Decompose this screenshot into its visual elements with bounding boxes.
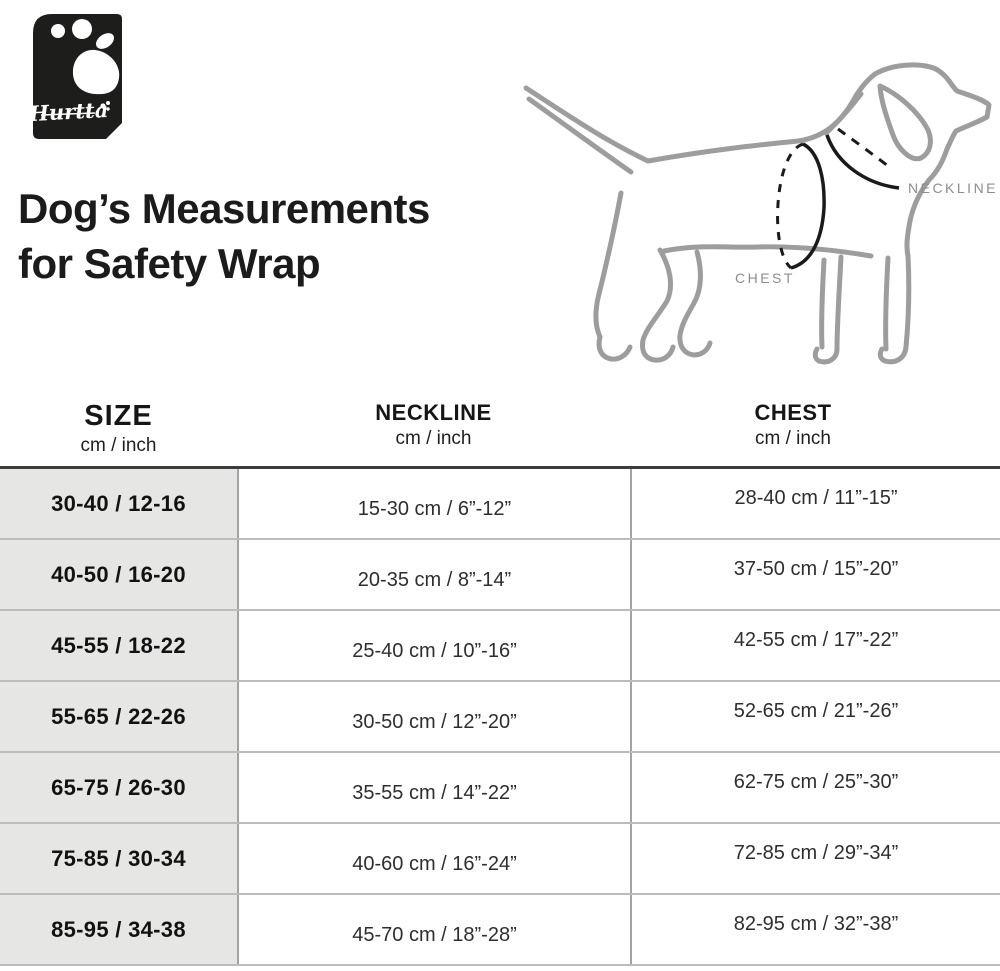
header-size-unit: cm / inch [80, 435, 157, 456]
logo-brand-text: Hurtta [33, 97, 109, 126]
page-title: Dog’s Measurements for Safety Wrap [18, 182, 518, 291]
cell-neckline-value: 30-50 cm / 12”-20” [352, 711, 517, 733]
cell-neckline: 20-35 cm / 8”-14” [237, 540, 630, 609]
cell-neckline: 35-55 cm / 14”-22” [237, 753, 630, 822]
chest-label: CHEST [735, 270, 795, 286]
header-chest-unit: cm / inch [754, 428, 832, 449]
cell-size: 75-85 / 30-34 [0, 824, 237, 893]
cell-neckline-value: 45-70 cm / 18”-28” [352, 924, 517, 946]
cell-chest-value: 37-50 cm / 15”-20” [733, 558, 899, 580]
cell-size-value: 65-75 / 26-30 [51, 774, 186, 800]
cell-size-value: 40-50 / 16-20 [51, 561, 186, 587]
cell-size-value: 85-95 / 34-38 [51, 916, 186, 942]
cell-size-value: 45-55 / 18-22 [51, 632, 186, 658]
cell-chest-value: 52-65 cm / 21”-26” [733, 700, 899, 722]
table-row: 85-95 / 34-38 45-70 cm / 18”-28” 82-95 cm … [0, 895, 1000, 966]
cell-size: 40-50 / 16-20 [0, 540, 237, 609]
header-neckline-unit: cm / inch [395, 428, 472, 449]
cell-size-value: 30-40 / 12-16 [51, 490, 186, 516]
page-title-line1: Dog’s Measurements [18, 185, 430, 232]
header-chest-label: CHEST [754, 400, 832, 425]
cell-chest-value: 72-85 cm / 29”-34” [733, 842, 899, 864]
chest-measure-mark [776, 142, 826, 270]
cell-size: 85-95 / 34-38 [0, 895, 237, 964]
cell-size: 55-65 / 22-26 [0, 682, 237, 751]
dog-diagram [500, 0, 1000, 400]
cell-chest-value: 28-40 cm / 11”-15” [734, 487, 898, 509]
header-chest: CHEST cm / inch [608, 400, 978, 457]
cell-chest: 82-95 cm / 32”-38” [630, 895, 1000, 964]
neckline-label: NECKLINE [908, 180, 999, 196]
cell-chest: 52-65 cm / 21”-26” [630, 682, 1000, 751]
table-row: 30-40 / 12-16 15-30 cm / 6”-12” 28-40 cm /… [0, 469, 1000, 540]
page-title-line2: for Safety Wrap [18, 239, 321, 287]
cell-size: 65-75 / 26-30 [0, 753, 237, 822]
cell-neckline: 45-70 cm / 18”-28” [237, 895, 630, 964]
table-row: 45-55 / 18-22 25-40 cm / 10”-16” 42-55 cm … [0, 611, 1000, 682]
cell-neckline-value: 40-60 cm / 16”-24” [352, 853, 517, 875]
cell-chest: 62-75 cm / 25”-30” [630, 753, 1000, 822]
cell-size-value: 75-85 / 30-34 [51, 845, 186, 871]
table-body: 30-40 / 12-16 15-30 cm / 6”-12” 28-40 cm /… [0, 466, 1000, 966]
header-size: SIZE cm / inch [0, 400, 237, 457]
cell-chest-value: 62-75 cm / 25”-30” [733, 771, 899, 793]
header-neckline: NECKLINE cm / inch [237, 400, 630, 457]
cell-chest-value: 42-55 cm / 17”-22” [733, 629, 899, 651]
header-neckline-label: NECKLINE [375, 400, 492, 425]
table-row: 55-65 / 22-26 30-50 cm / 12”-20” 52-65 cm … [0, 682, 1000, 753]
dog-diagram-illustration [523, 62, 992, 365]
cell-neckline-value: 25-40 cm / 10”-16” [352, 640, 517, 662]
table-row: 75-85 / 30-34 40-60 cm / 16”-24” 72-85 cm … [0, 824, 1000, 895]
cell-neckline: 40-60 cm / 16”-24” [237, 824, 630, 893]
cell-size: 45-55 / 18-22 [0, 611, 237, 680]
cell-chest: 37-50 cm / 15”-20” [630, 540, 1000, 609]
neckline-measure-mark [825, 127, 900, 190]
cell-neckline-value: 35-55 cm / 14”-22” [352, 782, 517, 804]
table-row: 65-75 / 26-30 35-55 cm / 14”-22” 62-75 cm … [0, 753, 1000, 824]
cell-neckline-value: 20-35 cm / 8”-14” [357, 569, 512, 591]
cell-size-value: 55-65 / 22-26 [51, 703, 186, 729]
hurtta-logo: Hurtta [27, 14, 122, 139]
cell-neckline: 30-50 cm / 12”-20” [237, 682, 630, 751]
cell-chest: 42-55 cm / 17”-22” [630, 611, 1000, 680]
paw-print-icon: Hurtta [27, 14, 122, 139]
table-header: SIZE cm / inch NECKLINE cm / inch CHEST … [0, 400, 1000, 457]
cell-chest: 72-85 cm / 29”-34” [630, 824, 1000, 893]
cell-chest-value: 82-95 cm / 32”-38” [733, 913, 899, 935]
table-row: 40-50 / 16-20 20-35 cm / 8”-14” 37-50 cm /… [0, 540, 1000, 611]
cell-chest: 28-40 cm / 11”-15” [630, 469, 1000, 538]
cell-size: 30-40 / 12-16 [0, 469, 237, 538]
header-size-label: SIZE [84, 400, 153, 432]
cell-neckline: 25-40 cm / 10”-16” [237, 611, 630, 680]
cell-neckline: 15-30 cm / 6”-12” [237, 469, 630, 538]
cell-neckline-value: 15-30 cm / 6”-12” [357, 498, 512, 520]
